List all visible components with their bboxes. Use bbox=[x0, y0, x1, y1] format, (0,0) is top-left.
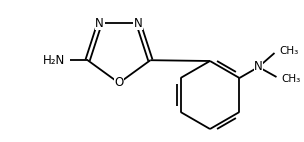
Text: H₂N: H₂N bbox=[43, 54, 66, 67]
Text: O: O bbox=[114, 77, 124, 89]
Text: N: N bbox=[95, 17, 104, 30]
Text: CH₃: CH₃ bbox=[279, 46, 299, 56]
Text: N: N bbox=[254, 60, 263, 74]
Text: CH₃: CH₃ bbox=[282, 74, 301, 84]
Text: N: N bbox=[134, 17, 143, 30]
